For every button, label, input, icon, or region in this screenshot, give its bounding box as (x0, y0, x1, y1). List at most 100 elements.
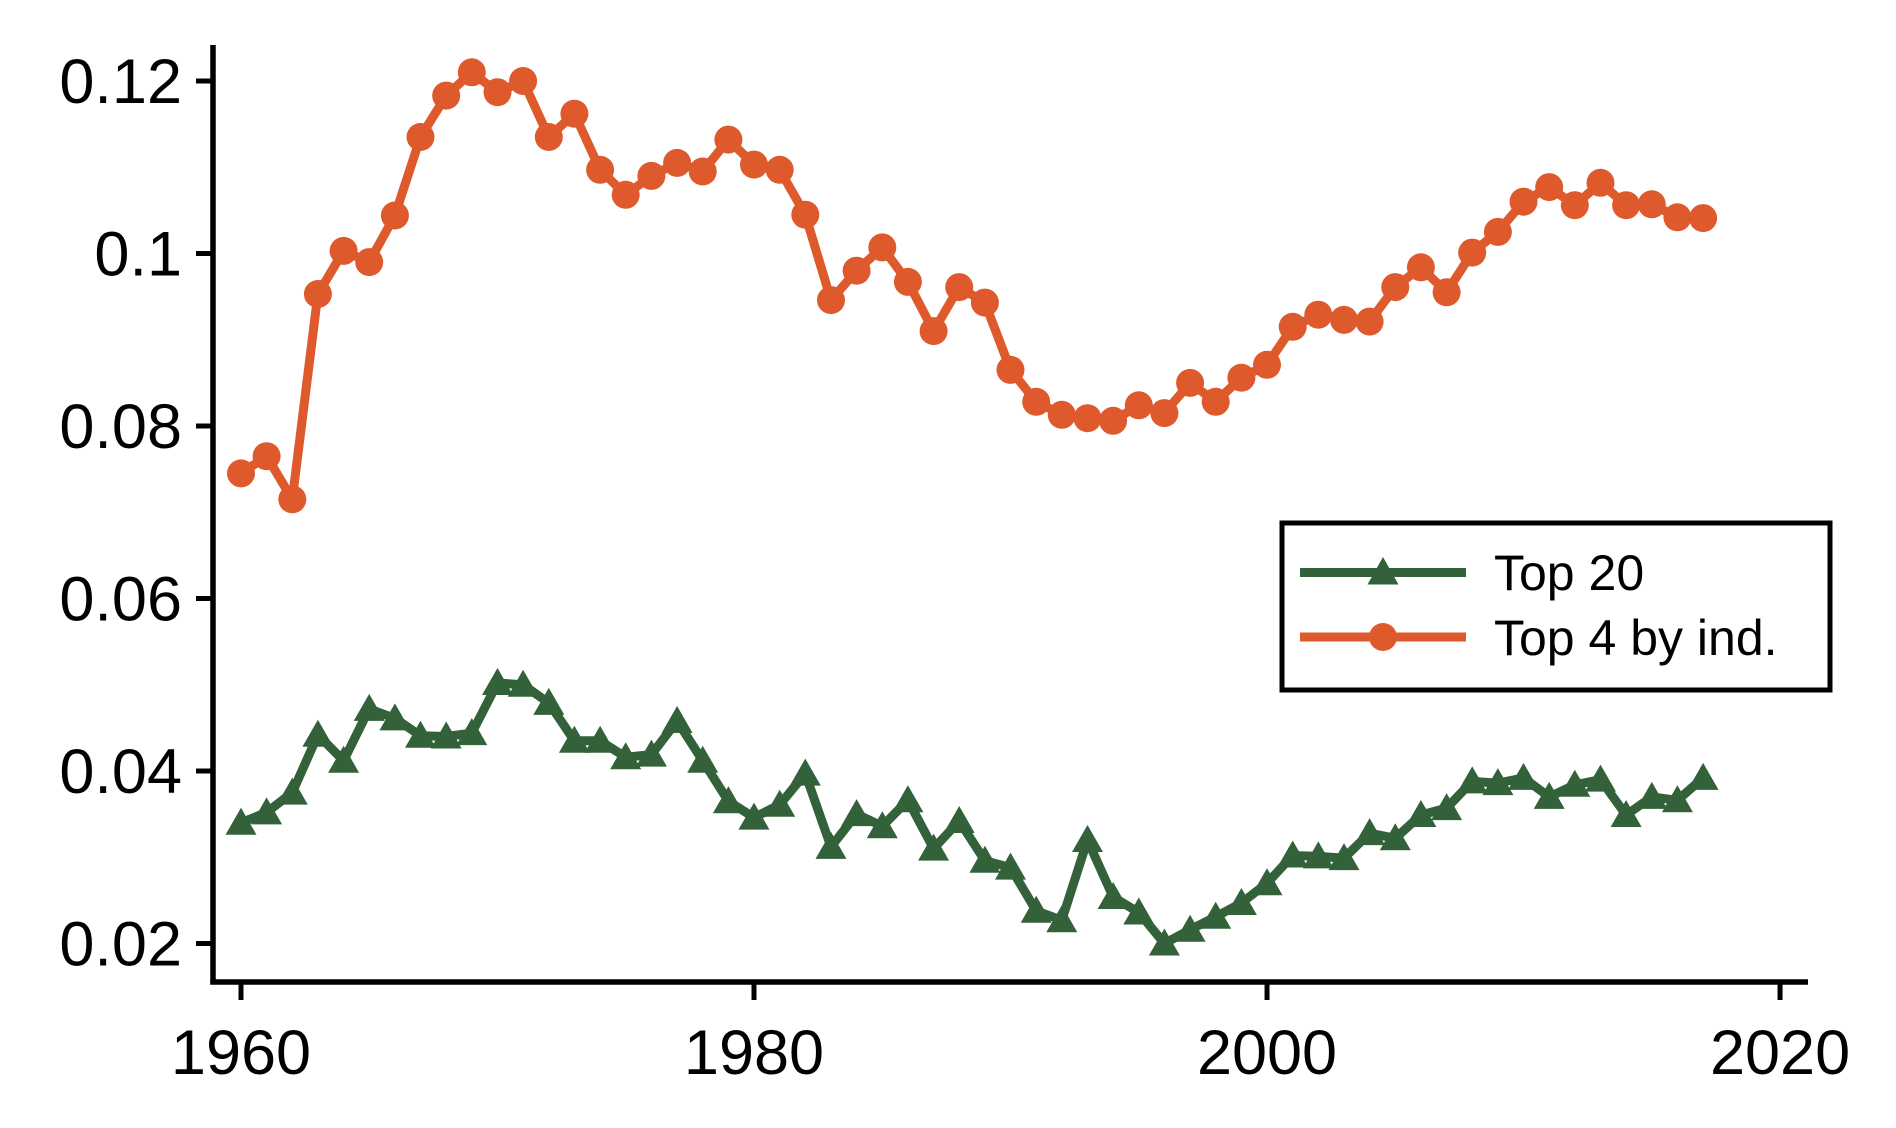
data-point-circle (1586, 168, 1615, 197)
data-point-circle (1099, 406, 1128, 435)
data-point-circle (355, 248, 384, 277)
data-point-triangle (1405, 800, 1437, 827)
data-point-circle (1406, 253, 1435, 282)
y-tick-label: 0.12 (59, 47, 182, 117)
data-point-triangle (225, 807, 257, 835)
data-point-triangle (866, 811, 898, 839)
data-point-circle (1458, 238, 1487, 267)
x-tick-label: 1980 (684, 1018, 824, 1088)
data-point-triangle (995, 852, 1026, 880)
data-point-circle (868, 233, 897, 262)
data-point-circle (1637, 190, 1666, 219)
data-point-triangle (482, 668, 513, 695)
legend-entry-top20: Top 20 (1300, 545, 1644, 601)
data-point-circle (919, 317, 948, 346)
data-point-circle (560, 99, 589, 128)
data-point-circle (406, 123, 435, 151)
legend-circle-marker (1369, 623, 1397, 651)
data-point-triangle (635, 739, 667, 767)
data-point-triangle (1585, 764, 1616, 792)
data-point-triangle (1302, 841, 1334, 869)
data-point-circle (1663, 203, 1692, 232)
x-tick-label: 2020 (1710, 1018, 1850, 1088)
data-point-triangle (969, 845, 1001, 873)
data-point-circle (483, 78, 512, 107)
data-point-triangle (1097, 882, 1129, 909)
data-point-triangle (251, 797, 283, 825)
data-point-triangle (430, 721, 462, 749)
data-point-triangle (558, 725, 590, 753)
data-point-triangle (841, 799, 873, 827)
data-point-circle (1432, 278, 1461, 307)
data-point-circle (329, 236, 358, 265)
legend: Top 20 Top 4 by ind. (1279, 520, 1833, 693)
data-point-triangle (379, 703, 411, 731)
data-point-circle (1150, 399, 1179, 428)
data-point-triangle (1072, 825, 1103, 852)
data-point-circle (1047, 400, 1076, 429)
data-point-triangle (764, 789, 796, 817)
data-point-circle (534, 123, 563, 151)
data-point-triangle (276, 777, 308, 805)
x-tick-label: 1960 (171, 1018, 311, 1088)
data-point-triangle (1687, 762, 1719, 790)
data-point-triangle (1174, 914, 1206, 942)
data-point-triangle (507, 669, 539, 697)
data-point-triangle (943, 806, 975, 833)
legend-label-top4: Top 4 by ind. (1494, 610, 1778, 666)
data-point-triangle (1020, 895, 1052, 923)
x-tick-label: 2000 (1197, 1018, 1337, 1088)
data-point-circle (303, 280, 332, 308)
y-tick-label: 0.06 (59, 565, 182, 635)
data-point-circle (996, 355, 1025, 384)
data-point-triangle (533, 687, 565, 715)
data-point-circle (1381, 273, 1410, 302)
data-point-circle (1201, 387, 1230, 416)
data-point-circle (1483, 217, 1512, 246)
data-point-circle (1612, 191, 1641, 220)
data-point-triangle (1046, 905, 1078, 933)
legend-box (1279, 520, 1833, 693)
data-point-circle (1330, 305, 1358, 334)
data-point-triangle (1431, 793, 1463, 821)
data-point-circle (1560, 191, 1589, 220)
y-tick-label: 0.02 (59, 910, 182, 980)
series-line (236, 678, 1708, 948)
data-point-triangle (1148, 928, 1180, 956)
series-top-20 (225, 668, 1719, 956)
data-point-triangle (1200, 901, 1232, 929)
data-point-triangle (1251, 868, 1283, 896)
data-point-circle (970, 288, 999, 317)
data-point-circle (509, 67, 538, 95)
data-point-circle (1304, 300, 1333, 329)
data-point-triangle (892, 785, 924, 813)
data-point-circle (1689, 204, 1718, 233)
series-top-4-by-ind- (227, 58, 1718, 514)
data-point-triangle (405, 720, 436, 748)
data-point-circle (1176, 368, 1205, 397)
data-point-circle (893, 267, 922, 296)
data-point-triangle (738, 802, 770, 830)
data-point-circle (945, 273, 974, 302)
data-point-triangle (1559, 769, 1591, 797)
data-point-circle (714, 125, 743, 154)
x-axis: 1960 1980 2000 2020 (171, 979, 1850, 1088)
legend-label-top20: Top 20 (1494, 545, 1644, 601)
data-point-triangle (1482, 768, 1514, 796)
data-point-triangle (815, 831, 847, 859)
data-point-circle (740, 150, 768, 179)
data-point-triangle (1379, 823, 1411, 851)
data-point-circle (765, 155, 794, 184)
series-line (236, 67, 1708, 504)
data-point-triangle (353, 693, 385, 721)
data-point-circle (791, 200, 820, 229)
data-point-triangle (1354, 818, 1386, 846)
data-point-circle (1073, 404, 1102, 433)
data-point-triangle (1123, 897, 1155, 925)
data-point-triangle (328, 745, 360, 773)
data-point-triangle (1508, 762, 1539, 790)
data-point-circle (842, 256, 871, 285)
data-point-circle (380, 201, 409, 230)
